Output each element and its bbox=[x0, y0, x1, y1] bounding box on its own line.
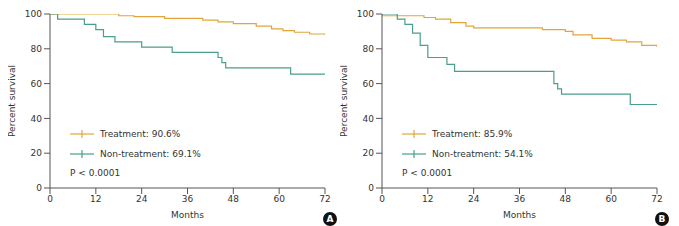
svg-text:60: 60 bbox=[363, 79, 375, 89]
svg-text:20: 20 bbox=[31, 148, 43, 158]
svg-text:Months: Months bbox=[171, 210, 204, 218]
svg-text:0: 0 bbox=[379, 194, 385, 204]
html-text:Treatment: 85.9%: Treatment: 85.9% bbox=[432, 129, 513, 139]
html-text:B: B bbox=[658, 214, 666, 224]
svg-text:24: 24 bbox=[468, 194, 480, 204]
svg-text:20: 20 bbox=[363, 148, 375, 158]
svg-text:100: 100 bbox=[25, 9, 42, 19]
svg-text:0: 0 bbox=[368, 183, 374, 193]
svg-text:60: 60 bbox=[31, 79, 43, 89]
html-text:Non-treatment: 69.1%: Non-treatment: 69.1% bbox=[100, 149, 201, 159]
svg-text:60: 60 bbox=[273, 194, 285, 204]
svg-text:Months: Months bbox=[503, 210, 536, 218]
svg-text:24: 24 bbox=[136, 194, 148, 204]
svg-text:12: 12 bbox=[422, 194, 433, 204]
html-text:P < 0.0001: P < 0.0001 bbox=[70, 168, 121, 178]
svg-text:72: 72 bbox=[319, 194, 330, 204]
html-text:A: A bbox=[326, 214, 334, 224]
svg-text:0: 0 bbox=[47, 194, 53, 204]
svg-text:72: 72 bbox=[651, 194, 662, 204]
svg-text:36: 36 bbox=[514, 194, 526, 204]
svg-text:48: 48 bbox=[560, 194, 572, 204]
html-text:Non-treatment: 54.1%: Non-treatment: 54.1% bbox=[432, 149, 533, 159]
svg-text:0: 0 bbox=[36, 183, 42, 193]
svg-text:100: 100 bbox=[357, 9, 374, 19]
svg-text:48: 48 bbox=[228, 194, 240, 204]
html-text:P < 0.0001: P < 0.0001 bbox=[402, 168, 453, 178]
html-text:Treatment: 90.6%: Treatment: 90.6% bbox=[100, 129, 181, 139]
svg-text:36: 36 bbox=[182, 194, 194, 204]
svg-text:80: 80 bbox=[31, 44, 43, 54]
svg-text:12: 12 bbox=[90, 194, 101, 204]
svg-text:Percent survival: Percent survival bbox=[340, 65, 349, 137]
svg-text:Percent survival: Percent survival bbox=[8, 65, 17, 137]
svg-text:40: 40 bbox=[31, 114, 43, 124]
svg-text:60: 60 bbox=[605, 194, 617, 204]
svg-text:40: 40 bbox=[363, 114, 375, 124]
svg-text:80: 80 bbox=[363, 44, 375, 54]
